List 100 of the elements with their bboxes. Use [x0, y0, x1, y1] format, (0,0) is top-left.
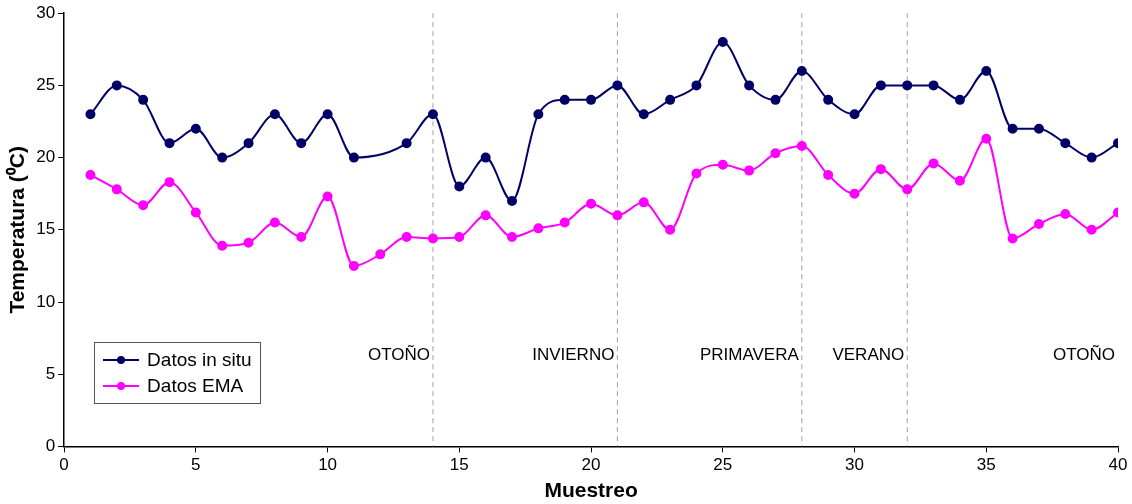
- point: [1060, 208, 1071, 219]
- x-tick-label: 40: [1108, 455, 1128, 475]
- point: [928, 158, 939, 169]
- point: [586, 198, 597, 209]
- point: [243, 237, 254, 248]
- point: [269, 217, 280, 228]
- point: [954, 175, 965, 186]
- x-tick-label: 15: [449, 455, 469, 475]
- point: [770, 94, 781, 105]
- point: [691, 168, 702, 179]
- point: [1033, 219, 1044, 230]
- point: [875, 80, 886, 91]
- point: [375, 249, 386, 260]
- x-tick-label: 20: [581, 455, 601, 475]
- point: [533, 223, 544, 234]
- point: [533, 109, 544, 120]
- y-tick-label: 15: [36, 219, 56, 239]
- y-tick-label: 0: [45, 436, 56, 456]
- point: [296, 138, 307, 149]
- legend-label: Datos EMA: [147, 374, 244, 399]
- point: [1007, 123, 1018, 134]
- point: [559, 217, 570, 228]
- point: [981, 133, 992, 144]
- point: [296, 232, 307, 243]
- point: [823, 169, 834, 180]
- point: [796, 141, 807, 152]
- point: [217, 240, 228, 251]
- point: [401, 232, 412, 243]
- point: [665, 224, 676, 235]
- annotation: OTOÑO: [367, 345, 430, 365]
- point: [612, 80, 623, 91]
- legend-label: Datos in situ: [147, 348, 252, 373]
- point: [1086, 224, 1097, 235]
- x-axis-title: Muestreo: [544, 478, 638, 502]
- y-tick-label: 10: [36, 291, 56, 311]
- point: [823, 94, 834, 105]
- point: [480, 152, 491, 163]
- y-tick-label: 25: [36, 75, 56, 95]
- point: [164, 138, 175, 149]
- point: [1033, 123, 1044, 134]
- point: [427, 109, 438, 120]
- x-tick-label: 10: [318, 455, 338, 475]
- point: [902, 184, 913, 195]
- x-tick-label: 5: [191, 455, 201, 475]
- point: [954, 94, 965, 105]
- y-axis-title: Temperatura (⁰C): [5, 145, 29, 314]
- point: [875, 164, 886, 175]
- y-tick-label: 30: [36, 2, 56, 22]
- point: [190, 207, 201, 218]
- x-tick-label: 0: [59, 455, 69, 475]
- x-tick-label: 35: [976, 455, 996, 475]
- x-tick-label: 30: [845, 455, 864, 475]
- point: [190, 123, 201, 134]
- point: [85, 169, 96, 180]
- point: [638, 197, 649, 208]
- point: [849, 109, 860, 120]
- point: [717, 159, 728, 170]
- point: [138, 200, 149, 211]
- point: [981, 65, 992, 76]
- annotation: PRIMAVERA: [699, 345, 800, 365]
- point: [85, 109, 96, 120]
- point: [454, 181, 465, 192]
- point: [480, 210, 491, 221]
- point: [269, 109, 280, 120]
- point: [744, 80, 755, 91]
- point: [322, 109, 333, 120]
- point: [638, 109, 649, 120]
- point: [559, 94, 570, 105]
- point: [243, 138, 254, 149]
- point: [1086, 152, 1097, 163]
- point: [612, 210, 623, 221]
- y-tick-label: 5: [45, 363, 56, 383]
- point: [322, 191, 333, 202]
- point: [164, 177, 175, 188]
- point: [665, 94, 676, 105]
- point: [586, 94, 597, 105]
- point: [1060, 138, 1071, 149]
- annotation: OTOÑO: [1052, 345, 1115, 365]
- point: [348, 260, 359, 271]
- point: [217, 152, 228, 163]
- annotation: VERANO: [832, 345, 905, 365]
- y-tick-label: 20: [36, 147, 56, 167]
- point: [796, 65, 807, 76]
- point: [744, 165, 755, 176]
- point: [138, 94, 149, 105]
- point: [928, 80, 939, 91]
- point: [111, 80, 122, 91]
- point: [454, 232, 465, 243]
- point: [770, 148, 781, 159]
- point: [427, 233, 438, 244]
- point: [902, 80, 913, 91]
- point: [507, 195, 518, 206]
- x-tick-label: 25: [713, 455, 733, 475]
- point: [1007, 233, 1018, 244]
- point: [691, 80, 702, 91]
- point: [111, 184, 122, 195]
- point: [849, 188, 860, 199]
- point: [348, 152, 359, 163]
- point: [717, 37, 728, 48]
- point: [507, 232, 518, 243]
